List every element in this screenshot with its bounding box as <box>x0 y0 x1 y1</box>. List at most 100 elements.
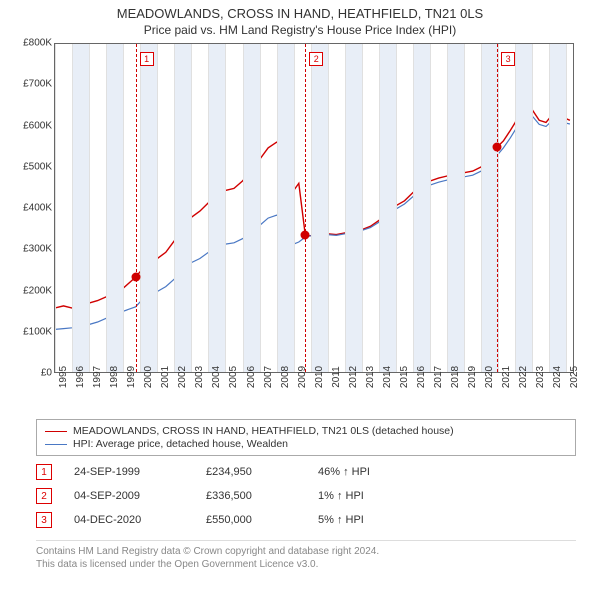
year-band <box>106 44 123 372</box>
sale-marker-badge: 1 <box>140 52 154 66</box>
y-tick-label: £300K <box>23 244 52 255</box>
grid-x <box>106 44 107 372</box>
sales-delta: 1% ↑ HPI <box>318 490 428 502</box>
legend-label: HPI: Average price, detached house, Weal… <box>73 438 288 450</box>
grid-x <box>515 44 516 372</box>
year-band <box>208 44 225 372</box>
x-tick-label: 2011 <box>331 366 342 388</box>
y-tick-label: £200K <box>23 285 52 296</box>
attribution-line: This data is licensed under the Open Gov… <box>36 558 576 571</box>
grid-x <box>481 44 482 372</box>
x-tick-label: 2015 <box>399 366 410 388</box>
x-tick-label: 2018 <box>450 366 461 388</box>
x-tick-label: 2016 <box>416 366 427 388</box>
grid-x <box>277 44 278 372</box>
year-band <box>311 44 328 372</box>
x-tick-label: 2021 <box>501 366 512 388</box>
sale-vline <box>136 44 137 372</box>
chart-area: 123 £0£100K£200K£300K£400K£500K£600K£700… <box>36 43 596 413</box>
legend-label: MEADOWLANDS, CROSS IN HAND, HEATHFIELD, … <box>73 425 454 437</box>
year-band <box>140 44 157 372</box>
grid-x <box>243 44 244 372</box>
grid-x <box>140 44 141 372</box>
y-tick-label: £800K <box>23 38 52 49</box>
x-tick-label: 2003 <box>194 366 205 388</box>
grid-x <box>72 44 73 372</box>
x-tick-label: 2005 <box>228 366 239 388</box>
year-band <box>174 44 191 372</box>
grid-x <box>174 44 175 372</box>
grid-x <box>311 44 312 372</box>
y-tick-label: £600K <box>23 120 52 131</box>
year-band <box>515 44 532 372</box>
grid-x <box>294 44 295 372</box>
x-tick-label: 2022 <box>518 366 529 388</box>
y-tick-label: £100K <box>23 326 52 337</box>
sales-badge: 3 <box>36 512 52 528</box>
x-tick-label: 2023 <box>535 366 546 388</box>
x-tick-label: 2025 <box>569 366 580 388</box>
legend: MEADOWLANDS, CROSS IN HAND, HEATHFIELD, … <box>36 419 576 456</box>
grid-x <box>464 44 465 372</box>
grid-x <box>123 44 124 372</box>
year-band <box>243 44 260 372</box>
x-tick-label: 2001 <box>160 366 171 388</box>
legend-swatch <box>45 444 67 445</box>
x-tick-label: 2000 <box>143 366 154 388</box>
year-band <box>72 44 89 372</box>
sale-vline <box>305 44 306 372</box>
grid-x <box>447 44 448 372</box>
year-band <box>413 44 430 372</box>
sales-delta: 46% ↑ HPI <box>318 466 428 478</box>
x-tick-label: 2014 <box>382 366 393 388</box>
x-tick-label: 2008 <box>280 366 291 388</box>
year-band <box>277 44 294 372</box>
y-tick-label: £0 <box>41 368 52 379</box>
x-tick-label: 2002 <box>177 366 188 388</box>
x-tick-label: 2013 <box>365 366 376 388</box>
year-band <box>379 44 396 372</box>
x-tick-label: 2006 <box>246 366 257 388</box>
sales-delta: 5% ↑ HPI <box>318 514 428 526</box>
x-tick-label: 2019 <box>467 366 478 388</box>
legend-swatch <box>45 431 67 432</box>
year-band <box>447 44 464 372</box>
sales-price: £550,000 <box>206 514 296 526</box>
x-tick-label: 1997 <box>92 366 103 388</box>
chart-subtitle: Price paid vs. HM Land Registry's House … <box>0 23 600 37</box>
x-tick-label: 1999 <box>126 366 137 388</box>
grid-x <box>55 44 56 372</box>
attribution-line: Contains HM Land Registry data © Crown c… <box>36 545 576 558</box>
year-band <box>345 44 362 372</box>
x-tick-label: 2024 <box>552 366 563 388</box>
grid-x <box>225 44 226 372</box>
y-tick-label: £400K <box>23 203 52 214</box>
y-tick-label: £500K <box>23 161 52 172</box>
grid-x <box>260 44 261 372</box>
grid-x <box>549 44 550 372</box>
sale-point-marker <box>131 273 140 282</box>
x-tick-label: 2004 <box>211 366 222 388</box>
sales-date: 24-SEP-1999 <box>74 466 184 478</box>
grid-x <box>566 44 567 372</box>
chart-title: MEADOWLANDS, CROSS IN HAND, HEATHFIELD, … <box>0 6 600 21</box>
sale-point-marker <box>301 231 310 240</box>
x-tick-label: 1995 <box>58 366 69 388</box>
grid-x <box>379 44 380 372</box>
grid-x <box>208 44 209 372</box>
sales-badge: 1 <box>36 464 52 480</box>
sale-marker-badge: 2 <box>309 52 323 66</box>
x-tick-label: 1998 <box>109 366 120 388</box>
grid-x <box>498 44 499 372</box>
grid-x <box>89 44 90 372</box>
sales-price: £336,500 <box>206 490 296 502</box>
x-tick-label: 2010 <box>314 366 325 388</box>
sale-vline <box>497 44 498 372</box>
grid-x <box>532 44 533 372</box>
grid-x <box>413 44 414 372</box>
x-tick-label: 2012 <box>348 366 359 388</box>
grid-x <box>157 44 158 372</box>
sales-badge: 2 <box>36 488 52 504</box>
sales-row: 204-SEP-2009£336,5001% ↑ HPI <box>36 484 576 508</box>
grid-x <box>362 44 363 372</box>
